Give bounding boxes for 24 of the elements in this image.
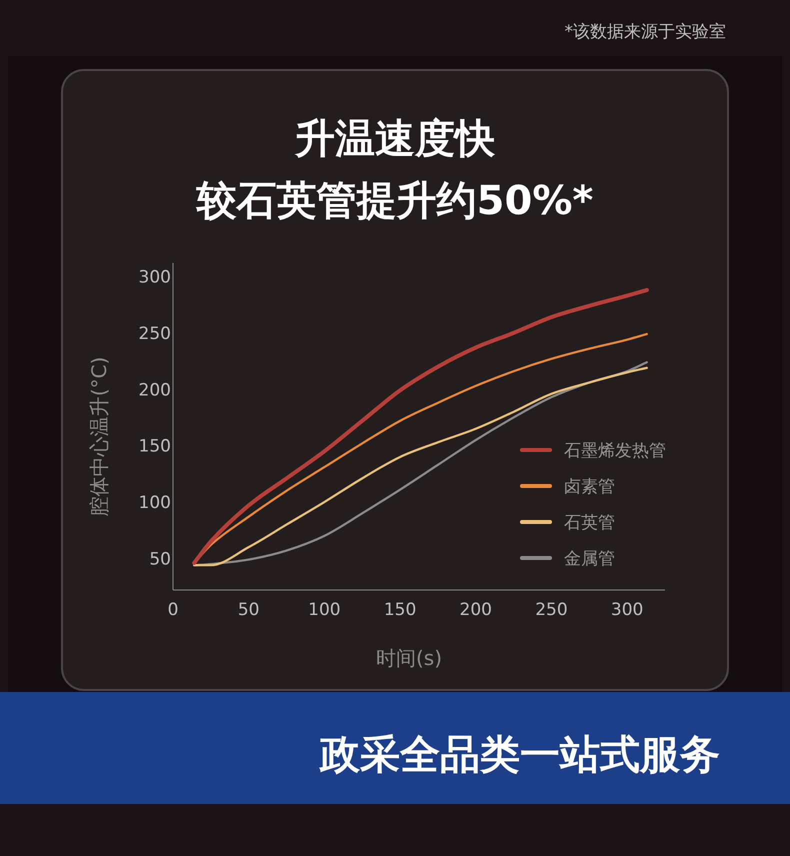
y-tick-label: 100 xyxy=(138,493,171,514)
x-tick-label: 100 xyxy=(308,600,341,620)
y-tick-label: 50 xyxy=(149,549,171,570)
x-axis-title: 时间(s) xyxy=(376,646,442,670)
y-tick-label: 150 xyxy=(138,436,171,457)
text: 政采全品类一站式服务 xyxy=(319,732,720,778)
y-tick-label: 250 xyxy=(138,324,171,344)
line-series xyxy=(192,288,649,565)
legend-label: 卤素管 xyxy=(564,477,615,497)
y-tick-label: 200 xyxy=(138,380,171,400)
legend-label: 石英管 xyxy=(564,513,615,533)
x-tick-label: 50 xyxy=(238,600,260,620)
chart-subtitle: 较石英管提升约50%* xyxy=(196,178,594,224)
x-tick-label: 200 xyxy=(460,600,492,620)
y-axis-title: 腔体中心温升(°C) xyxy=(87,356,111,516)
x-tick-label: 0 xyxy=(168,600,178,620)
legend-label: 石墨烯发热管 xyxy=(564,441,666,461)
x-tick-label: 250 xyxy=(535,600,568,620)
x-tick-label: 150 xyxy=(384,600,416,620)
text: *该数据来源于实验室 xyxy=(564,22,726,42)
chart-title: 升温速度快 xyxy=(294,116,496,162)
x-tick-label: 300 xyxy=(610,600,644,620)
legend-label: 金属管 xyxy=(564,549,615,569)
y-tick-label: 300 xyxy=(138,268,171,288)
